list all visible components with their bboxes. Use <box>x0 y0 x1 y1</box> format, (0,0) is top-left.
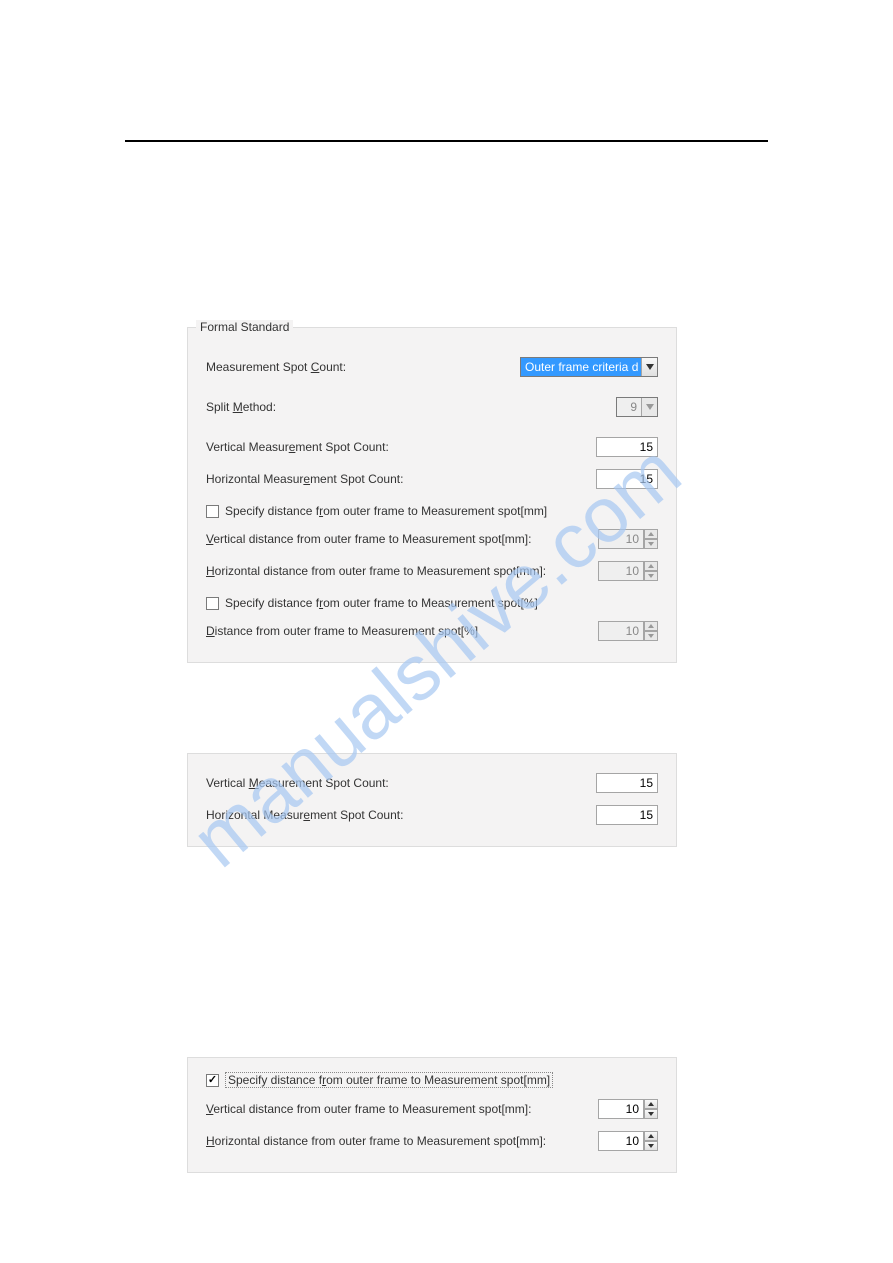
vertical-distance-mm-label-2: Vertical distance from outer frame to Me… <box>206 1102 598 1116</box>
spinner-down-icon[interactable] <box>644 1109 658 1119</box>
horizontal-measurement-spot-count-label: Horizontal Measurement Spot Count: <box>206 472 596 486</box>
spinner-down-icon <box>644 571 658 581</box>
formal-standard-fieldset: Formal Standard Measurement Spot Count: … <box>187 327 677 663</box>
distance-pct-label: Distance from outer frame to Measurement… <box>206 624 598 638</box>
specify-distance-pct-checkbox-label: Specify distance from outer frame to Mea… <box>225 596 538 610</box>
specify-distance-mm-checkbox-2[interactable] <box>206 1074 219 1087</box>
specify-distance-mm-checkbox[interactable] <box>206 505 219 518</box>
specify-distance-mm-checkbox-label-2: Specify distance from outer frame to Mea… <box>225 1072 553 1088</box>
header-rule <box>125 140 768 142</box>
specify-distance-mm-checkbox-label: Specify distance from outer frame to Mea… <box>225 504 547 518</box>
split-method-label: Split Method: <box>206 400 616 414</box>
distance-pct-spinner <box>598 621 658 641</box>
horizontal-distance-mm-spinner <box>598 561 658 581</box>
measurement-count-panel: Vertical Measurement Spot Count: Horizon… <box>187 753 677 847</box>
horizontal-measurement-spot-count-input[interactable] <box>596 469 658 489</box>
chevron-down-icon[interactable] <box>641 358 657 376</box>
specify-distance-pct-checkbox[interactable] <box>206 597 219 610</box>
distance-mm-panel: Specify distance from outer frame to Mea… <box>187 1057 677 1173</box>
spinner-down-icon <box>644 539 658 549</box>
vertical-distance-mm-spinner-2[interactable] <box>598 1099 658 1119</box>
horizontal-distance-mm-label: Horizontal distance from outer frame to … <box>206 564 598 578</box>
horizontal-measurement-spot-count-input-2[interactable] <box>596 805 658 825</box>
horizontal-distance-mm-label-2: Horizontal distance from outer frame to … <box>206 1134 598 1148</box>
split-method-dropdown: 9 <box>616 397 658 417</box>
chevron-down-icon <box>641 398 657 416</box>
spinner-up-icon[interactable] <box>644 1099 658 1109</box>
spinner-up-icon <box>644 621 658 631</box>
horizontal-distance-mm-spinner-2[interactable] <box>598 1131 658 1151</box>
vertical-measurement-spot-count-input[interactable] <box>596 437 658 457</box>
vertical-measurement-spot-count-label-2: Vertical Measurement Spot Count: <box>206 776 596 790</box>
spinner-down-icon <box>644 631 658 641</box>
spinner-down-icon[interactable] <box>644 1141 658 1151</box>
spinner-up-icon <box>644 561 658 571</box>
vertical-measurement-spot-count-label: Vertical Measurement Spot Count: <box>206 440 596 454</box>
vertical-measurement-spot-count-input-2[interactable] <box>596 773 658 793</box>
measurement-spot-count-label: Measurement Spot Count: <box>206 360 520 374</box>
vertical-distance-mm-label: Vertical distance from outer frame to Me… <box>206 532 598 546</box>
horizontal-measurement-spot-count-label-2: Horizontal Measurement Spot Count: <box>206 808 596 822</box>
spinner-up-icon[interactable] <box>644 1131 658 1141</box>
fieldset-legend: Formal Standard <box>196 320 293 334</box>
spinner-up-icon <box>644 529 658 539</box>
vertical-distance-mm-spinner <box>598 529 658 549</box>
measurement-spot-count-dropdown[interactable]: Outer frame criteria d <box>520 357 658 377</box>
